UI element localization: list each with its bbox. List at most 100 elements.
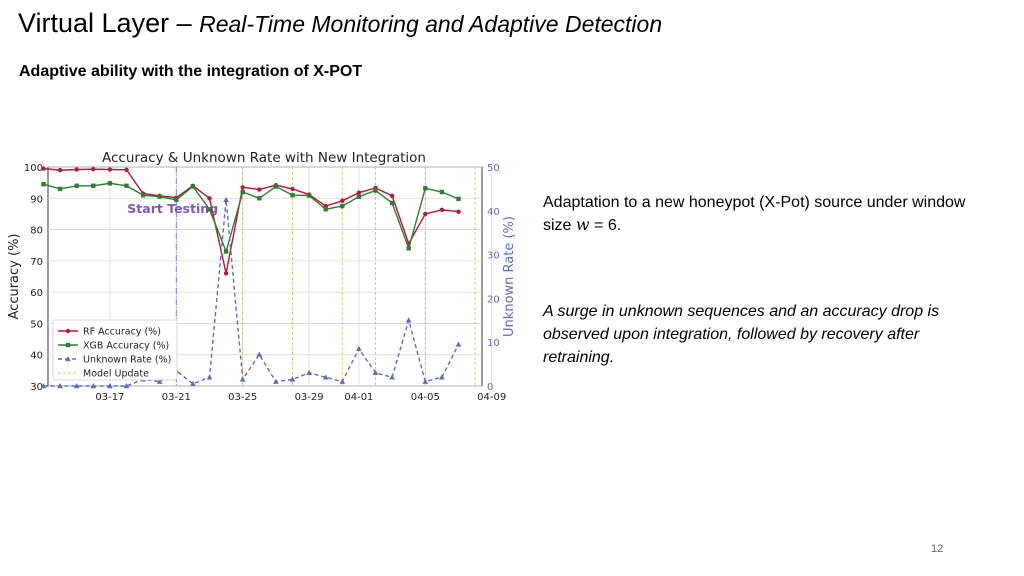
unknown-point <box>40 383 47 389</box>
xgb-point <box>41 182 46 187</box>
xgb-point <box>140 192 146 198</box>
rf-point <box>223 271 229 276</box>
y2-axis-label: Unknown Rate (%) <box>502 216 517 337</box>
rf-point <box>423 211 428 217</box>
y-tick-label: 100 <box>24 163 43 174</box>
unknown-point <box>422 378 429 384</box>
unknown-point <box>223 196 229 203</box>
xgb-point <box>124 183 129 188</box>
unknown-point <box>439 374 445 380</box>
xgb-point <box>439 189 445 195</box>
rf-point <box>340 198 345 203</box>
series-line-1 <box>43 182 459 254</box>
x-tick-label: 03-21 <box>162 392 191 403</box>
window-size-variable: w <box>575 215 590 234</box>
unknown-point <box>256 351 263 357</box>
xgb-point <box>456 196 461 202</box>
unknown-point <box>73 383 80 389</box>
legend-marker <box>65 328 71 334</box>
x-tick-label: 04-09 <box>477 392 506 403</box>
xgb-point <box>340 203 345 209</box>
rf-point <box>124 167 129 173</box>
unknown-point <box>190 380 196 387</box>
unknown-point <box>322 374 329 380</box>
x-tick-label: 03-17 <box>95 392 124 403</box>
unknown-point <box>455 341 462 347</box>
rf-point <box>356 190 362 195</box>
xgb-point <box>423 186 428 191</box>
xgb-point <box>406 246 411 251</box>
y2-tick-label: 0 <box>487 382 493 393</box>
unknown-point <box>90 383 97 389</box>
rf-point <box>240 185 245 190</box>
legend-box <box>52 319 178 381</box>
xgb-point <box>273 184 279 189</box>
xgb-point <box>223 249 229 254</box>
rf-point <box>41 166 46 171</box>
x-tick-label: 04-01 <box>344 392 373 403</box>
legend-label: RF Accuracy (%) <box>83 327 161 338</box>
start-testing-label: Start Testing <box>127 201 218 216</box>
unknown-point <box>289 376 296 382</box>
y-tick-label: 30 <box>30 382 43 393</box>
unknown-point <box>57 383 63 389</box>
y-tick-label: 40 <box>30 351 43 362</box>
legend-label: Model Update <box>83 369 149 380</box>
title-subtitle: Real-Time Monitoring and Adaptive Detect… <box>199 11 663 37</box>
xgb-point <box>91 183 96 188</box>
xgb-point <box>240 189 245 195</box>
x-tick-label: 04-05 <box>411 392 440 403</box>
unknown-point <box>273 378 279 384</box>
y2-tick-label: 10 <box>487 338 500 349</box>
rf-point <box>74 167 79 172</box>
unknown-point <box>123 383 130 389</box>
y2-tick-label: 50 <box>487 163 500 174</box>
rf-point <box>57 167 63 173</box>
slide-title: Virtual Layer – Real-Time Monitoring and… <box>18 8 662 39</box>
xgb-point <box>190 184 196 189</box>
xgb-point <box>373 188 378 193</box>
page-number: 12 <box>931 543 944 555</box>
xgb-point <box>389 200 395 206</box>
rf-point <box>389 193 395 198</box>
unknown-point <box>389 374 395 380</box>
legend-label: Unknown Rate (%) <box>83 355 171 366</box>
chart-title: Accuracy & Unknown Rate with New Integra… <box>102 150 426 166</box>
x-tick-label: 03-25 <box>228 392 257 403</box>
unknown-point <box>206 374 213 380</box>
y-tick-label: 70 <box>30 257 43 268</box>
rf-point <box>456 209 461 214</box>
legend-marker <box>65 356 71 362</box>
xgb-point <box>57 186 63 192</box>
y-tick-label: 90 <box>30 194 43 205</box>
x-tick-label: 03-29 <box>295 392 324 403</box>
y-axis-label: Accuracy (%) <box>7 234 22 320</box>
rf-point <box>91 166 96 172</box>
y2-tick-label: 30 <box>487 251 500 262</box>
unknown-point <box>372 369 379 376</box>
unknown-point <box>356 345 362 351</box>
series-line-0 <box>43 167 459 274</box>
unknown-point <box>339 378 346 384</box>
unknown-point <box>107 383 113 389</box>
unknown-point <box>405 317 412 323</box>
adaptation-note: Adaptation to a new honeypot (X-Pot) sou… <box>543 192 983 237</box>
unknown-point <box>156 378 163 384</box>
adaptation-note-text: Adaptation to a new honeypot (X-Pot) sou… <box>543 194 966 234</box>
xgb-point <box>356 194 362 199</box>
surge-note: A surge in unknown sequences and an accu… <box>543 303 940 366</box>
y-tick-label: 60 <box>30 288 43 299</box>
y-tick-label: 80 <box>30 226 43 237</box>
unknown-point <box>239 376 246 382</box>
xgb-point <box>174 197 179 203</box>
rf-point <box>107 167 113 172</box>
xgb-point <box>207 207 212 212</box>
xgb-point <box>107 181 113 186</box>
legend-label: XGB Accuracy (%) <box>83 341 169 352</box>
y-tick-label: 50 <box>30 319 43 330</box>
rf-point <box>290 186 295 192</box>
legend-marker <box>65 342 71 348</box>
xgb-point <box>257 196 262 201</box>
y2-tick-label: 40 <box>487 207 500 218</box>
